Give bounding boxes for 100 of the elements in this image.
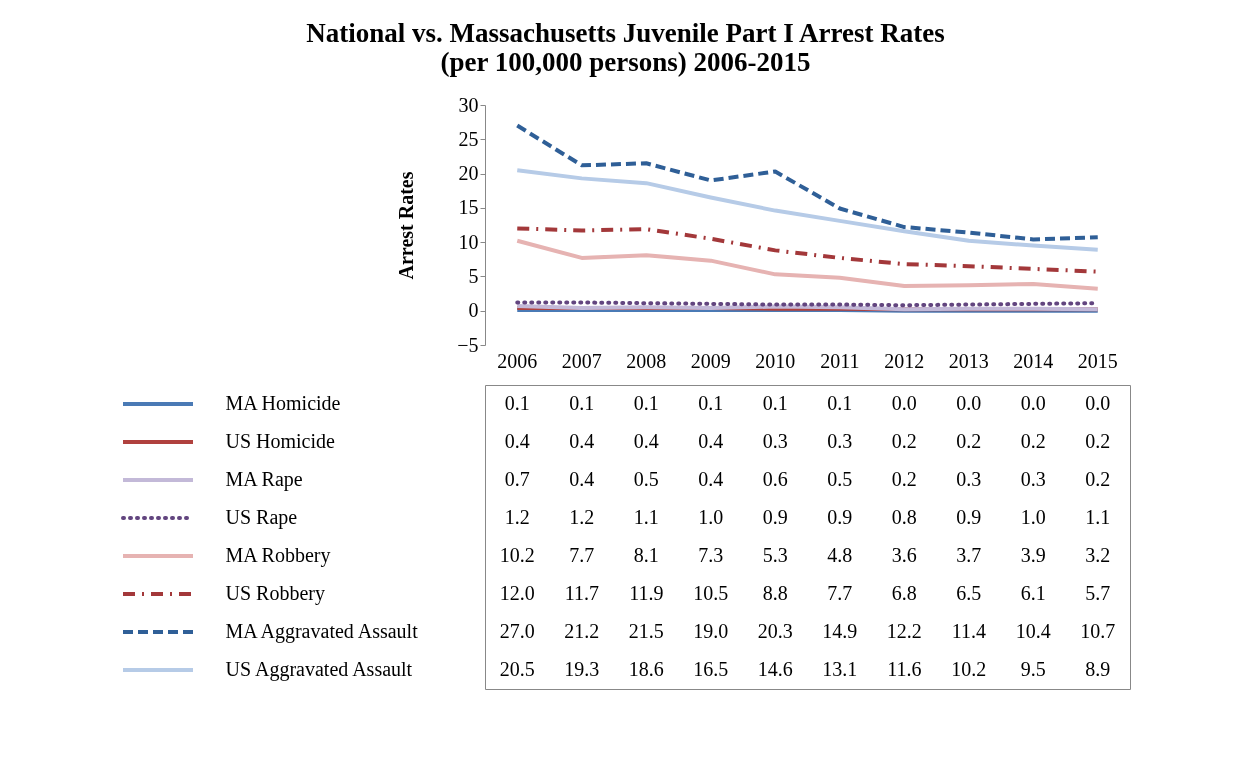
x-tick-label: 2008: [626, 349, 667, 372]
legend-label: MA Homicide: [225, 392, 341, 414]
data-label: 14.9: [822, 620, 858, 642]
legend-label: MA Rape: [225, 468, 303, 491]
data-label: 7.3: [698, 544, 724, 566]
data-label: 19.3: [564, 658, 600, 680]
data-label: 5.7: [1085, 582, 1111, 604]
data-label: 0.5: [827, 468, 853, 490]
data-label: 12.2: [886, 620, 922, 642]
legend-label: US Aggravated Assault: [225, 658, 413, 681]
data-label: 0.4: [633, 430, 659, 452]
data-label: 12.0: [499, 582, 535, 604]
data-label: 10.2: [499, 544, 535, 566]
text: (per 100,000 persons) 2006-2015: [440, 47, 811, 77]
data-label: 0.0: [891, 392, 917, 414]
y-tick-label: 30: [458, 93, 479, 116]
data-label: 11.6: [887, 658, 922, 680]
data-label: 5.3: [762, 544, 788, 566]
legend-label: US Rape: [225, 506, 298, 529]
data-label: 8.1: [633, 544, 659, 566]
y-tick-label: 5: [468, 264, 479, 287]
data-label: 0.4: [569, 430, 595, 452]
data-label: 3.9: [1020, 544, 1046, 566]
legend-label: MA Robbery: [225, 544, 331, 567]
data-label: 0.0: [1085, 392, 1111, 414]
y-tick-label: 10: [458, 230, 479, 253]
data-label: 0.2: [1020, 430, 1046, 452]
data-label: 18.6: [628, 658, 664, 680]
data-label: 0.4: [569, 468, 595, 490]
x-tick-label: 2015: [1077, 349, 1118, 372]
y-tick-label: 15: [458, 196, 479, 219]
data-label: 10.5: [693, 582, 729, 604]
data-label: 0.3: [762, 430, 788, 452]
legend-label: US Robbery: [225, 582, 325, 605]
data-label: 3.2: [1085, 544, 1111, 566]
data-label: 1.1: [633, 506, 659, 528]
data-label: 0.2: [891, 430, 917, 452]
x-tick-label: 2006: [497, 349, 538, 372]
data-label: 0.3: [1020, 468, 1046, 490]
data-label: 11.7: [564, 582, 599, 604]
data-label: 0.2: [1085, 430, 1111, 452]
data-label: 10.2: [951, 658, 987, 680]
data-label: 11.4: [951, 620, 986, 642]
data-label: 9.5: [1020, 658, 1046, 680]
text: National vs. Massachusetts Juvenile Part I Arrest Rates: [306, 18, 945, 48]
legend-label: US Homicide: [225, 430, 336, 452]
data-label: 1.2: [569, 506, 595, 528]
y-axis-title: Arrest Rates: [395, 171, 418, 280]
data-label: 0.9: [956, 506, 982, 528]
data-label: 0.1: [633, 392, 659, 414]
data-label: 20.5: [499, 658, 535, 680]
x-tick-label: 2010: [755, 349, 796, 372]
data-label: 19.0: [693, 620, 729, 642]
data-label: 0.3: [956, 468, 982, 490]
data-label: 0.1: [504, 392, 530, 414]
data-label: 0.0: [1020, 392, 1046, 414]
data-label: 0.1: [762, 392, 788, 414]
data-label: 7.7: [569, 544, 595, 566]
data-label: 0.4: [504, 430, 530, 452]
data-label: 11.9: [629, 582, 664, 604]
data-label: 13.1: [822, 658, 858, 680]
data-label: 16.5: [693, 658, 729, 680]
data-label: 0.1: [698, 392, 724, 414]
x-tick-label: 2009: [690, 349, 731, 372]
x-tick-label: 2011: [820, 349, 860, 372]
data-label: 0.4: [698, 430, 724, 452]
data-label: 0.7: [504, 468, 530, 490]
data-label: 1.1: [1085, 506, 1111, 528]
data-label: 21.5: [628, 620, 664, 642]
data-label: 0.1: [569, 392, 595, 414]
data-label: 14.6: [757, 658, 793, 680]
data-label: 0.0: [956, 392, 982, 414]
data-label: 0.3: [827, 430, 853, 452]
data-label: 0.9: [762, 506, 788, 528]
x-tick-label: 2014: [1013, 349, 1054, 372]
y-tick-label: 0: [468, 299, 479, 322]
y-tick-label: 20: [458, 162, 479, 185]
data-label: 3.6: [891, 544, 917, 566]
data-label: 21.2: [564, 620, 600, 642]
data-label: 1.0: [1020, 506, 1046, 528]
data-label: 10.7: [1080, 620, 1116, 642]
data-label: 6.5: [956, 582, 982, 604]
y-tick-label: 25: [458, 127, 479, 150]
x-tick-label: 2013: [948, 349, 989, 372]
x-tick-label: 2012: [884, 349, 925, 372]
data-label: 0.9: [827, 506, 853, 528]
data-label: 0.4: [698, 468, 724, 490]
data-label: 8.8: [762, 582, 788, 604]
legend-label: MA Aggravated Assault: [225, 620, 419, 643]
data-label: 3.7: [956, 544, 982, 566]
data-label: 0.6: [762, 468, 788, 490]
y-tick-label: −5: [457, 333, 479, 356]
data-label: 20.3: [757, 620, 793, 642]
data-label: 0.2: [956, 430, 982, 452]
data-label: 1.0: [698, 506, 724, 528]
data-label: 8.9: [1085, 658, 1111, 680]
data-label: 4.8: [827, 544, 853, 566]
data-label: 0.5: [633, 468, 659, 490]
data-label: 0.8: [891, 506, 917, 528]
data-label: 7.7: [827, 582, 853, 604]
